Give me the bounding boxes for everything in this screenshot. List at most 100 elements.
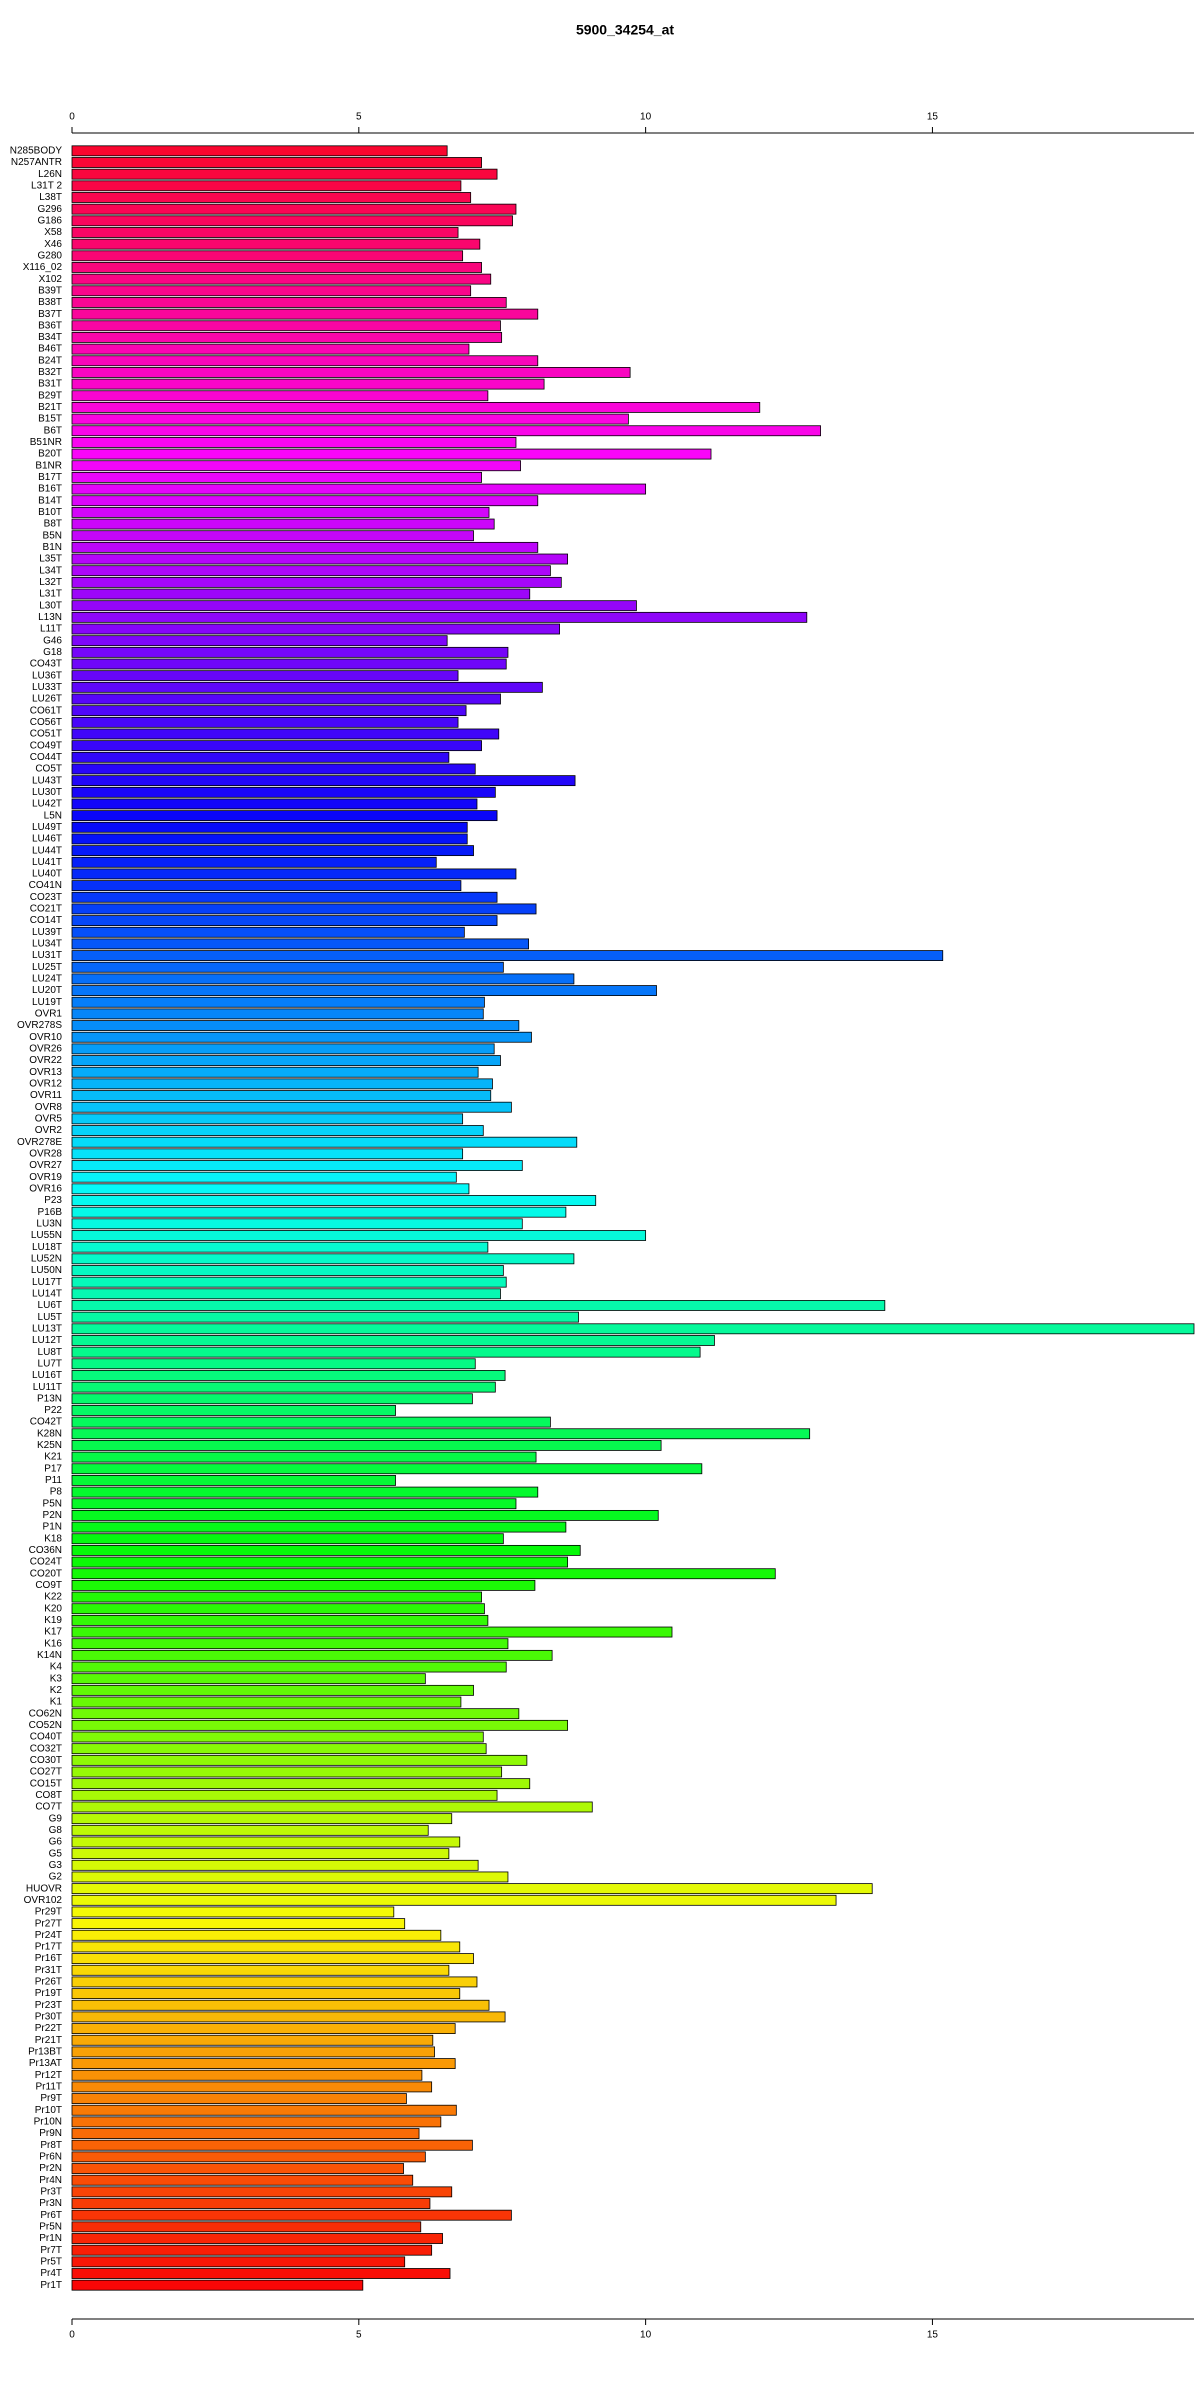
x-tick-label: 0: [69, 2330, 75, 2341]
x-tick-label: 5: [356, 2330, 362, 2341]
bar: [71, 2244, 433, 2256]
y-tick-label: LU43T: [32, 775, 62, 786]
x-tick-label: 15: [927, 2330, 939, 2341]
bar: [71, 1556, 569, 1568]
bar: [71, 670, 459, 682]
y-tick-label: OVR2: [35, 1125, 63, 1136]
y-tick-label: CO51T: [30, 729, 62, 740]
bar: [71, 1649, 553, 1661]
y-tick-label: B15T: [38, 414, 62, 425]
y-tick-label: CO44T: [30, 752, 62, 763]
bar: [71, 1708, 520, 1720]
bar: [71, 203, 517, 215]
y-tick-label: G18: [43, 647, 62, 658]
y-tick-label: Pr2N: [39, 2163, 62, 2174]
y-tick-label: B51NR: [30, 437, 62, 448]
y-tick-label: CO30T: [30, 1755, 62, 1766]
bar: [71, 518, 495, 530]
bar: [71, 950, 944, 961]
y-tick-label: CO15T: [30, 1778, 62, 1789]
bar: [71, 600, 637, 612]
bar: [71, 1428, 811, 1440]
y-tick-label: CO41N: [29, 880, 62, 891]
bar: [71, 1381, 496, 1393]
bar: [71, 891, 498, 903]
y-tick-label: P11: [45, 1475, 62, 1486]
bar: [71, 1475, 396, 1486]
bar: [71, 1101, 512, 1113]
y-tick-label: L34T: [39, 565, 62, 576]
y-tick-label: OVR12: [29, 1079, 62, 1090]
y-tick-label: B32T: [38, 367, 62, 378]
y-tick-label: CO23T: [30, 892, 62, 903]
bar: [71, 1066, 479, 1078]
bar: [71, 2046, 435, 2058]
y-tick-label: X116_02: [23, 262, 63, 273]
y-tick-label: B20T: [38, 449, 62, 460]
bar: [71, 1055, 501, 1066]
y-tick-label: OVR102: [24, 1895, 63, 1906]
bar: [71, 1964, 450, 1976]
y-tick-label: LU8T: [38, 1347, 62, 1358]
y-tick-label: B1N: [43, 542, 62, 553]
bar: [71, 1486, 539, 1498]
y-tick-label: B31T: [38, 379, 62, 390]
y-tick-label: L30T: [39, 600, 62, 611]
bar: [71, 1638, 509, 1650]
bar: [71, 285, 472, 297]
bar: [71, 2104, 457, 2116]
y-tick-label: LU20T: [32, 985, 62, 996]
bar: [71, 1241, 489, 1253]
bar: [71, 2233, 443, 2244]
bar: [71, 378, 545, 390]
bar: [71, 961, 504, 973]
y-tick-label: LU19T: [32, 997, 62, 1008]
y-tick-label: LU36T: [32, 670, 62, 681]
y-tick-label: CO8T: [35, 1790, 62, 1801]
bar: [71, 1696, 462, 1708]
y-tick-label: CO20T: [30, 1568, 62, 1579]
bar: [71, 2128, 420, 2139]
y-tick-label: L31T 2: [31, 180, 62, 191]
bar: [71, 2116, 442, 2128]
bar: [71, 1300, 886, 1311]
y-tick-label: CO14T: [30, 915, 62, 926]
bar: [71, 1824, 429, 1836]
y-tick-label: Pr12T: [35, 2070, 62, 2081]
y-tick-label: CO36N: [29, 1545, 62, 1556]
y-tick-label: L13N: [38, 612, 62, 623]
bar: [71, 1346, 701, 1358]
bar: [71, 238, 481, 250]
y-tick-label: LU24T: [32, 974, 62, 985]
y-tick-label: LU26T: [32, 694, 62, 705]
bar: [71, 635, 448, 647]
bar: [71, 1848, 450, 1860]
y-tick-label: Pr1T: [40, 2280, 62, 2291]
y-tick-label: B14T: [38, 495, 62, 506]
y-tick-label: L32T: [39, 577, 62, 588]
bar: [71, 1020, 520, 1031]
y-tick-label: Pr4N: [39, 2175, 62, 2186]
bar: [71, 145, 448, 157]
bar: [71, 2011, 506, 2023]
bar: [71, 1626, 673, 1638]
y-tick-label: P16B: [38, 1207, 63, 1218]
y-tick-label: K16: [44, 1638, 62, 1649]
bar: [71, 1836, 461, 1848]
bar: [71, 1929, 442, 1941]
bar: [71, 1311, 579, 1323]
y-tick-label: OVR10: [29, 1032, 62, 1043]
bar: [71, 1323, 1195, 1335]
bar: [71, 1230, 647, 1241]
bar: [71, 471, 482, 483]
y-tick-label: G9: [49, 1813, 63, 1824]
y-tick-label: CO40T: [30, 1732, 62, 1743]
y-tick-label: Pr6T: [40, 2210, 62, 2221]
y-tick-label: Pr26T: [35, 1977, 62, 1988]
y-tick-label: OVR19: [29, 1172, 62, 1183]
x-tick-label: 15: [927, 112, 939, 123]
y-tick-label: G296: [38, 204, 63, 215]
bar: [71, 1090, 492, 1101]
bar: [71, 413, 629, 425]
y-tick-label: K14N: [37, 1650, 62, 1661]
